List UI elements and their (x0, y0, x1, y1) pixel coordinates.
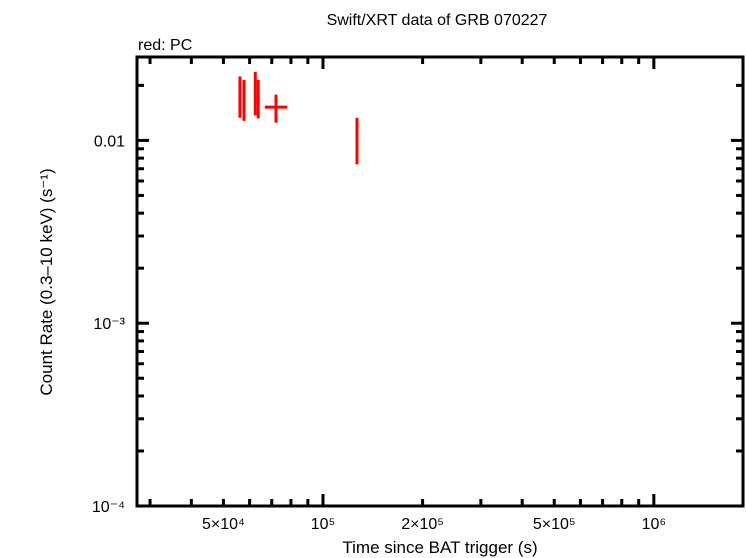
data-point (238, 76, 242, 118)
data-point (256, 80, 260, 119)
x-tick-label: 10⁶ (642, 516, 666, 533)
chart-subtitle: red: PC (138, 37, 192, 54)
y-tick-label: 10⁻³ (93, 316, 125, 333)
data-point (242, 80, 246, 121)
y-tick-labels: 0.01 10⁻³ 10⁻⁴ (92, 133, 126, 516)
x-tick-label: 10⁵ (311, 516, 335, 533)
x-axis-label: Time since BAT trigger (s) (342, 538, 537, 557)
plot-frame (135, 55, 745, 508)
y-tick-label: 10⁻⁴ (92, 499, 125, 516)
chart-title: Swift/XRT data of GRB 070227 (327, 12, 548, 29)
data-point (355, 117, 359, 165)
data-point (264, 94, 288, 123)
x-tick-labels: 5×10⁴ 10⁵ 2×10⁵ 5×10⁵ 10⁶ (202, 516, 666, 533)
axis-ticks (137, 57, 743, 508)
x-tick-label: 5×10⁵ (533, 516, 576, 533)
y-axis-label: Count Rate (0.3–10 keV) (s⁻¹) (37, 168, 56, 395)
x-tick-label: 2×10⁵ (401, 516, 444, 533)
data-series-pc (238, 71, 359, 165)
x-tick-label: 5×10⁴ (202, 516, 245, 533)
y-tick-label: 0.01 (94, 133, 125, 150)
data-point (253, 71, 257, 116)
